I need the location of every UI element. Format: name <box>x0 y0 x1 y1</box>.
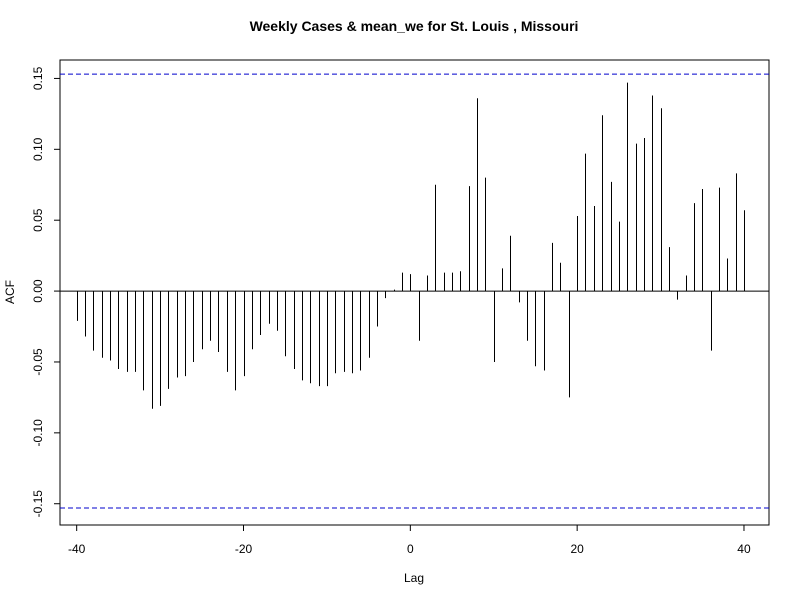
y-tick-label: -0.05 <box>31 348 45 376</box>
x-axis-label: Lag <box>404 571 424 585</box>
x-axis: -40 -20 0 20 40 <box>68 525 751 556</box>
y-axis: -0.15 -0.10 -0.05 0.00 0.05 0.10 0.15 <box>31 66 60 517</box>
reference-lines <box>60 73 769 509</box>
y-tick-label: 0.15 <box>31 66 45 90</box>
y-tick-label: -0.15 <box>31 490 45 518</box>
chart-title: Weekly Cases & mean_we for St. Louis , M… <box>250 18 579 34</box>
y-axis-label: ACF <box>3 280 17 304</box>
y-tick-label: 0.05 <box>31 208 45 232</box>
x-tick-label: 0 <box>407 542 414 556</box>
plot-frame <box>59 59 770 526</box>
acf-bars <box>77 82 745 409</box>
x-tick-label: -20 <box>235 542 253 556</box>
x-tick-label: 40 <box>737 542 751 556</box>
x-tick-label: 20 <box>570 542 584 556</box>
y-tick-label: 0.10 <box>31 137 45 161</box>
x-tick-label: -40 <box>68 542 86 556</box>
y-tick-label: -0.10 <box>31 419 45 447</box>
y-tick-label: 0.00 <box>31 279 45 303</box>
